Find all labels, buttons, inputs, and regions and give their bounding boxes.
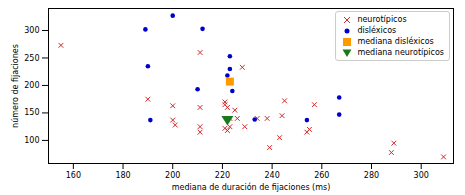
svg-text:300: 300 <box>24 26 39 35</box>
svg-text:160: 160 <box>66 171 81 180</box>
svg-text:200: 200 <box>165 171 180 180</box>
svg-text:200: 200 <box>24 81 39 90</box>
html-text:neurotípicos: neurotípicos <box>357 15 407 24</box>
html-text:mediana neurotípicos: mediana neurotípicos <box>357 48 444 57</box>
svg-text:número de fijaciones: número de fijaciones <box>11 44 20 128</box>
svg-text:150: 150 <box>24 108 39 117</box>
svg-text:280: 280 <box>364 171 379 180</box>
svg-text:250: 250 <box>24 54 39 63</box>
svg-text:100: 100 <box>24 136 39 145</box>
svg-text:220: 220 <box>215 171 230 180</box>
svg-text:mediana de duración de fijacio: mediana de duración de fijaciones (ms) <box>172 182 331 192</box>
html-text:disléxicos: disléxicos <box>357 26 397 35</box>
svg-text:300: 300 <box>414 171 429 180</box>
html-text:mediana disléxicos: mediana disléxicos <box>357 37 434 46</box>
svg-text:260: 260 <box>314 171 329 180</box>
svg-text:180: 180 <box>115 171 130 180</box>
svg-text:240: 240 <box>264 171 279 180</box>
